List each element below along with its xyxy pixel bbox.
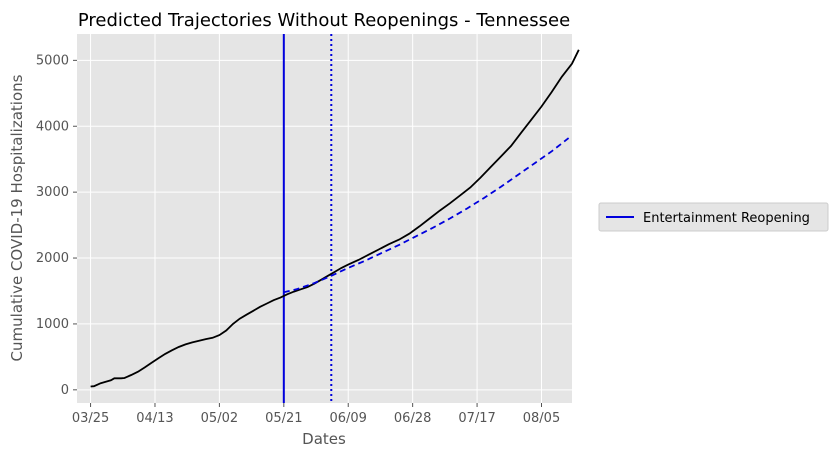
y-tick-label: 4000: [36, 119, 69, 134]
x-tick-label: 08/05: [523, 411, 560, 426]
series-line-predicted: [283, 137, 570, 294]
y-axis-label: Cumulative COVID-19 Hospitalizations: [8, 74, 26, 361]
x-tick-label: 05/02: [201, 411, 238, 426]
x-tick-label: 06/09: [329, 411, 366, 426]
legend-label: Entertainment Reopening: [643, 211, 810, 226]
y-tick-label: 2000: [36, 251, 69, 266]
y-tick-label: 0: [61, 383, 69, 398]
vlines: [282, 34, 333, 403]
ticks: 0 1000 2000 3000 4000 5000 03/25 04/13 05/02 05/2…: [36, 53, 560, 426]
x-axis-label: Dates: [302, 430, 346, 448]
series-lines: [90, 49, 580, 388]
x-tick-label: 07/17: [458, 411, 495, 426]
x-tick-label: 06/28: [394, 411, 431, 426]
series-line-observed: [90, 49, 580, 388]
x-tick-label: 05/21: [265, 411, 302, 426]
y-tick-label: 1000: [36, 317, 69, 332]
y-tick-label: 3000: [36, 185, 69, 200]
legend: Entertainment Reopening: [598, 202, 829, 232]
grid: [77, 34, 572, 403]
y-tick-label: 5000: [36, 53, 69, 68]
x-tick-label: 04/13: [136, 411, 173, 426]
legend-box: [598, 202, 829, 232]
plot-area: [77, 34, 572, 403]
x-tick-label: 03/25: [72, 411, 109, 426]
chart-title: Predicted Trajectories Without Reopening…: [78, 10, 570, 31]
